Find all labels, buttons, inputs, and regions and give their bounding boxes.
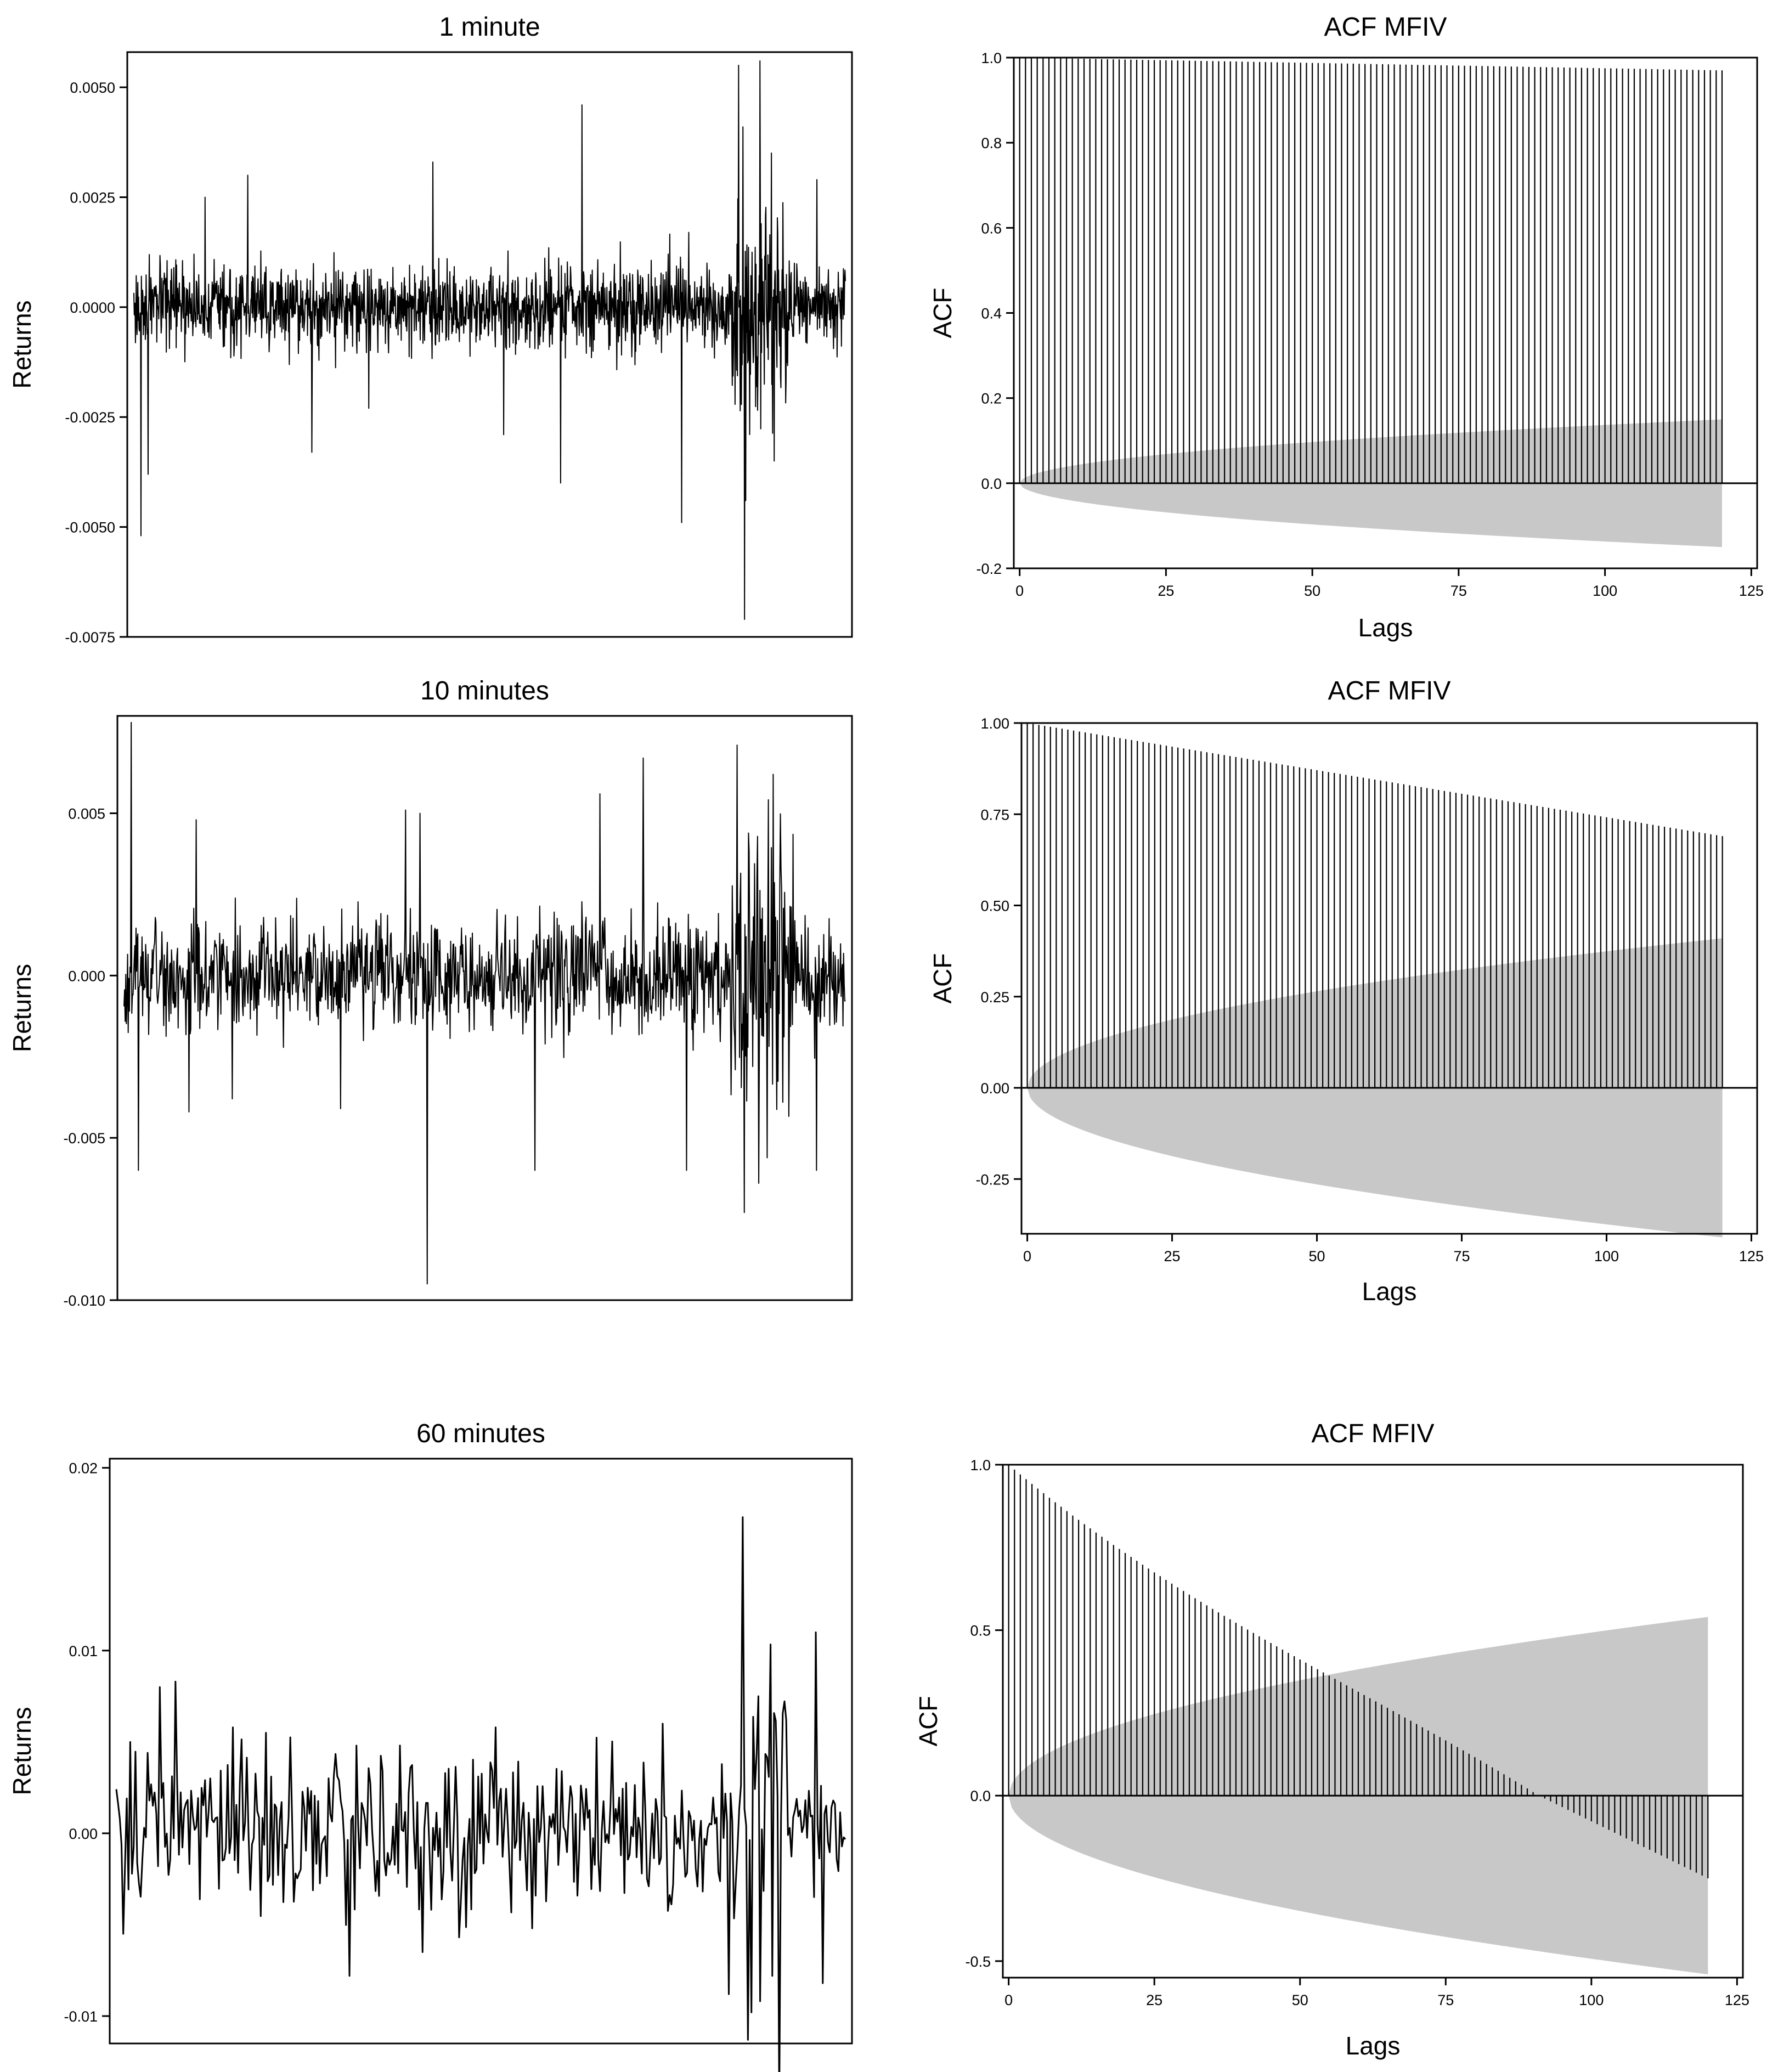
x-tick-label: 75 bbox=[1453, 1248, 1470, 1264]
x-tick-label: 75 bbox=[1450, 583, 1467, 599]
y-axis-label: Returns bbox=[8, 1707, 36, 1795]
x-tick-label: 125 bbox=[1739, 583, 1764, 599]
y-tick-label: 0.0 bbox=[981, 476, 1002, 492]
chart-title: 10 minutes bbox=[420, 676, 549, 705]
y-tick-label: 0.0050 bbox=[70, 80, 115, 96]
y-tick-label: 0.50 bbox=[980, 898, 1009, 914]
y-tick-label: 0.0025 bbox=[70, 189, 115, 206]
x-tick-label: 50 bbox=[1308, 1248, 1325, 1264]
chart-title: ACF MFIV bbox=[1324, 13, 1447, 42]
chart-title: 1 minute bbox=[439, 13, 540, 42]
y-tick-label: -0.0050 bbox=[65, 520, 115, 536]
y-axis-label: Returns bbox=[8, 964, 36, 1052]
y-tick-label: 1.0 bbox=[970, 1457, 991, 1473]
y-tick-label: -0.0025 bbox=[65, 409, 115, 426]
y-axis-label: ACF bbox=[928, 288, 957, 338]
y-tick-label: -0.25 bbox=[975, 1171, 1009, 1188]
y-tick-label: 0.6 bbox=[981, 220, 1002, 236]
plot-frame bbox=[126, 51, 853, 638]
returns-panel-ret10: 0.005 0.000 -0.005 -0.010 10 minutes Returns bbox=[8, 676, 853, 1309]
y-tick-label: 0.005 bbox=[68, 806, 105, 822]
y-tick-label: 0.000 bbox=[68, 968, 105, 984]
x-axis-label: Lags bbox=[1346, 2031, 1401, 2060]
y-tick-label: -0.2 bbox=[976, 561, 1002, 577]
y-tick-label: 0.5 bbox=[970, 1623, 991, 1639]
returns-series-line bbox=[123, 721, 846, 1285]
x-tick-label: 125 bbox=[1725, 1992, 1749, 2008]
acf-panel-acf60: -0.5 0.0 0.5 1.0 0 25 50 75 100 125 ACF MFIV Lags AC… bbox=[914, 1419, 1749, 2060]
plot-frame bbox=[1002, 1464, 1744, 1979]
x-tick-label: 50 bbox=[1292, 1992, 1308, 2008]
x-axis-label: Lags bbox=[1362, 1277, 1417, 1306]
chart-title: ACF MFIV bbox=[1312, 1419, 1435, 1448]
x-tick-label: 50 bbox=[1304, 583, 1320, 599]
y-axis-label: ACF bbox=[928, 953, 957, 1004]
y-tick-label: 0.00 bbox=[980, 1080, 1009, 1097]
y-tick-label: -0.0075 bbox=[65, 629, 115, 646]
y-tick-label: 0.0 bbox=[970, 1788, 991, 1804]
returns-series-line bbox=[115, 1516, 846, 2072]
returns-panel-ret60: 0.02 0.01 0.00 -0.01 60 minutes Returns bbox=[8, 1419, 853, 2072]
y-tick-label: 0.25 bbox=[980, 989, 1009, 1006]
plot-frame bbox=[109, 1458, 853, 2045]
x-tick-label: 25 bbox=[1158, 583, 1174, 599]
x-tick-label: 125 bbox=[1739, 1248, 1764, 1264]
y-tick-label: 0.00 bbox=[69, 1826, 98, 1842]
y-tick-label: 0.01 bbox=[69, 1643, 98, 1659]
y-tick-label: 0.0000 bbox=[70, 300, 115, 316]
y-tick-label: -0.005 bbox=[63, 1130, 105, 1147]
y-tick-label: 1.0 bbox=[981, 50, 1002, 66]
plot-frame bbox=[116, 715, 853, 1301]
y-tick-label: 0.8 bbox=[981, 135, 1002, 151]
acf-panel-acf1: -0.2 0.0 0.2 0.4 0.6 0.8 1.0 0 25 50 75 100 125 ACF M… bbox=[928, 13, 1764, 642]
y-tick-label: -0.01 bbox=[64, 2008, 98, 2025]
x-tick-label: 75 bbox=[1437, 1992, 1454, 2008]
x-tick-label: 100 bbox=[1594, 1248, 1619, 1264]
chart-title: 60 minutes bbox=[416, 1419, 545, 1448]
y-axis-label: ACF bbox=[914, 1696, 942, 1747]
plot-frame bbox=[1020, 722, 1758, 1235]
x-tick-label: 25 bbox=[1164, 1248, 1181, 1264]
y-tick-label: 0.75 bbox=[980, 806, 1009, 823]
x-tick-label: 0 bbox=[1004, 1992, 1013, 2008]
returns-panel-ret1: 0.0050 0.0025 0.0000 -0.0025 -0.0050 -0.0075 1… bbox=[8, 13, 853, 646]
y-tick-label: 0.2 bbox=[981, 391, 1002, 407]
chart-title: ACF MFIV bbox=[1328, 676, 1451, 705]
x-tick-label: 100 bbox=[1593, 583, 1617, 599]
y-tick-label: 1.00 bbox=[980, 715, 1009, 732]
acf-panel-acf10: -0.25 0.00 0.25 0.50 0.75 1.00 0 25 50 75 100 125 AC… bbox=[928, 676, 1764, 1306]
x-tick-label: 100 bbox=[1579, 1992, 1604, 2008]
y-tick-label: -0.010 bbox=[63, 1292, 105, 1309]
x-axis-label: Lags bbox=[1358, 613, 1413, 642]
x-tick-label: 0 bbox=[1015, 583, 1024, 599]
x-tick-label: 0 bbox=[1023, 1248, 1031, 1264]
x-tick-label: 25 bbox=[1146, 1992, 1162, 2008]
y-tick-label: 0.02 bbox=[69, 1460, 98, 1477]
y-axis-label: Returns bbox=[8, 300, 36, 388]
y-tick-label: -0.5 bbox=[965, 1954, 991, 1970]
returns-series-line bbox=[133, 60, 846, 620]
y-tick-label: 0.4 bbox=[981, 306, 1002, 322]
